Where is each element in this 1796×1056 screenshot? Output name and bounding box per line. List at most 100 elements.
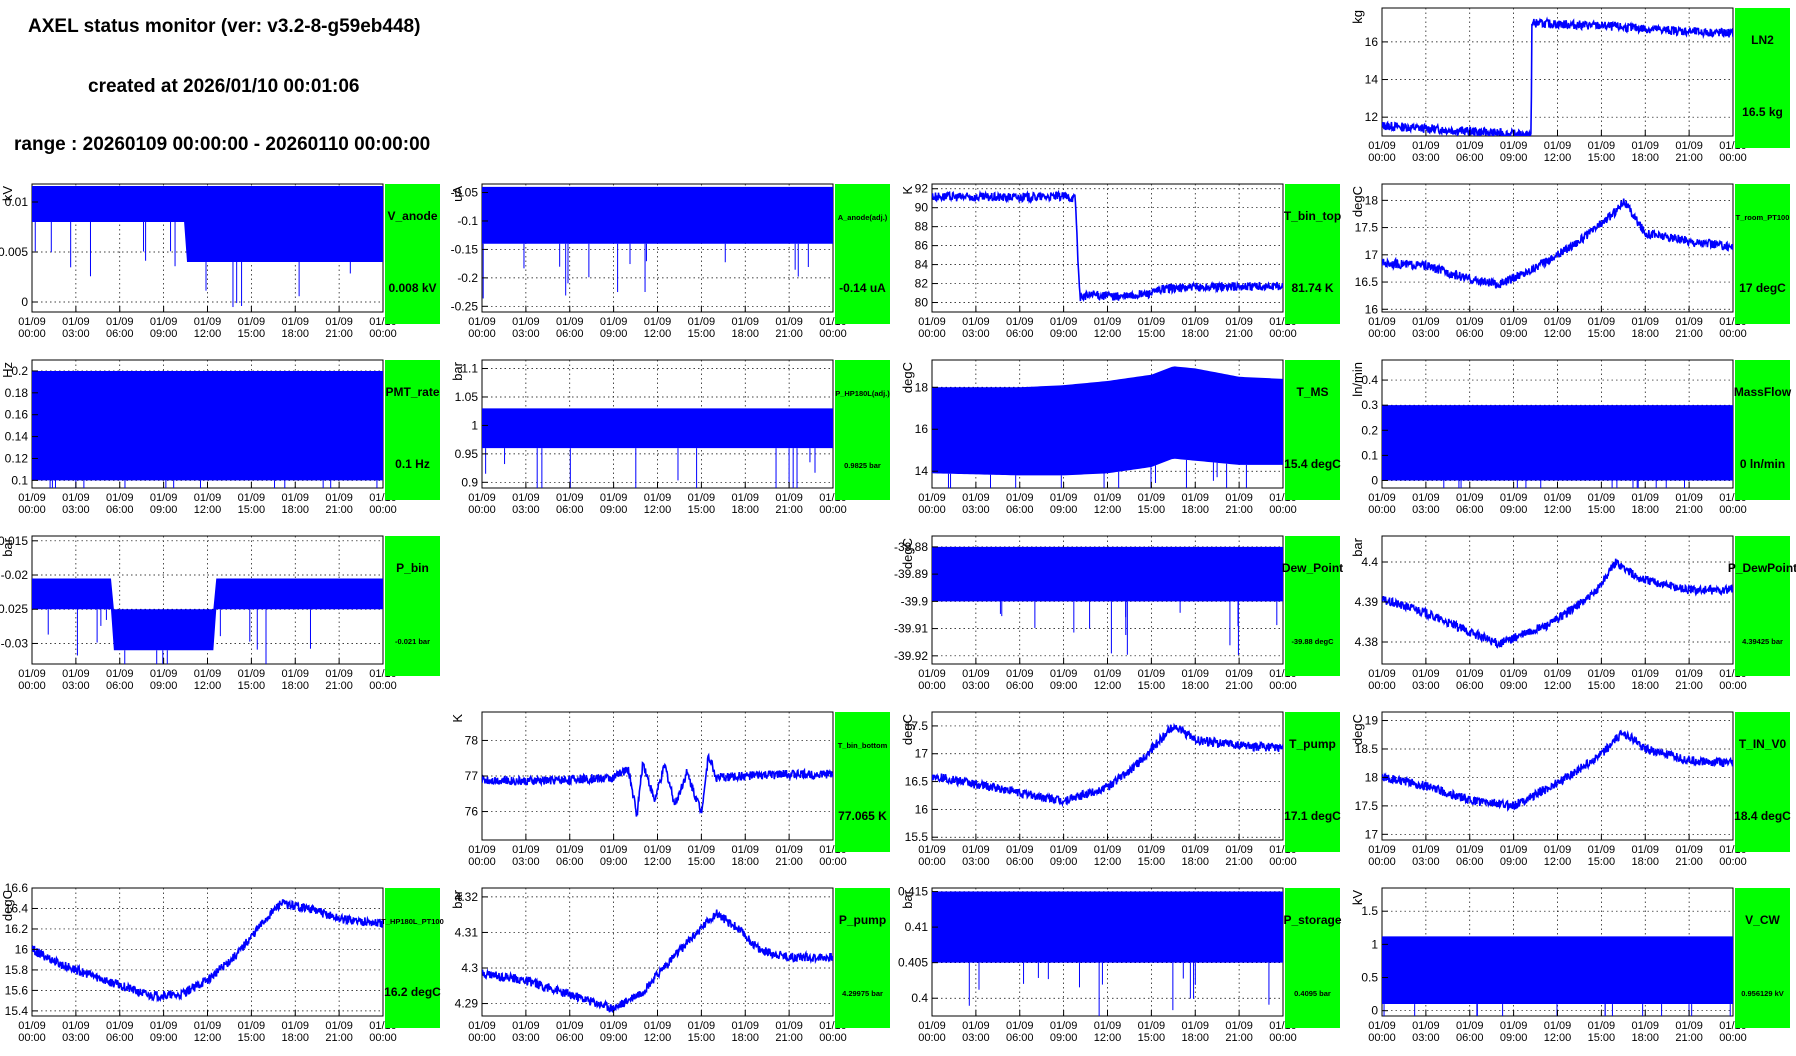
x-tick-date: 01/09: [238, 668, 266, 680]
x-tick-time: 00:00: [1719, 152, 1747, 164]
x-tick-date: 01/09: [1368, 1020, 1396, 1032]
sensor-value: -39.88 degC: [1291, 637, 1334, 646]
y-tick-label: 0.2: [11, 364, 28, 378]
sensor-value: 16.5 kg: [1742, 105, 1783, 119]
y-tick-label: 16.5: [1355, 275, 1379, 289]
sensor-name: A_anode(adj.): [838, 213, 888, 222]
series-a-anode: [482, 186, 833, 299]
x-tick-date: 01/09: [325, 316, 353, 328]
x-tick-time: 00:00: [18, 328, 46, 340]
x-tick-date: 01/09: [281, 316, 309, 328]
label-box: [1735, 888, 1790, 1028]
x-tick-time: 18:00: [1181, 856, 1209, 868]
x-tick-date: 01/09: [1181, 1020, 1209, 1032]
sensor-name: T_MS: [1296, 385, 1328, 399]
y-tick-label: 18: [1365, 770, 1379, 784]
line-t-bin-top: [932, 189, 1283, 303]
band-a-anode: [482, 186, 833, 244]
x-tick-date: 01/09: [1544, 316, 1572, 328]
x-tick-time: 00:00: [1269, 680, 1297, 692]
x-tick-time: 12:00: [644, 504, 672, 516]
x-tick-date: 01/09: [106, 492, 134, 504]
x-tick-time: 06:00: [556, 856, 584, 868]
y-tick-label: 0.5: [1361, 971, 1378, 985]
x-tick-time: 15:00: [238, 1032, 266, 1044]
y-tick-label: 16: [1365, 302, 1379, 316]
x-tick-time: 15:00: [1138, 856, 1166, 868]
x-tick-date: 01/09: [1006, 1020, 1034, 1032]
x-tick-time: 06:00: [1006, 504, 1034, 516]
x-tick-date: 01/09: [1050, 1020, 1078, 1032]
sensor-name: PMT_rate: [385, 385, 439, 399]
panel-t-pump: 15.51616.51717.501/0900:0001/0903:0001/0…: [900, 711, 1341, 868]
x-tick-date: 01/09: [150, 1020, 178, 1032]
x-tick-date: 01/09: [1456, 140, 1484, 152]
y-tick-label: 0.415: [898, 885, 928, 899]
y-tick-label: 12: [1365, 110, 1379, 124]
sensor-value: 77.065 K: [838, 809, 887, 823]
y-tick-label: 4.29: [455, 997, 479, 1011]
x-tick-time: 15:00: [238, 680, 266, 692]
x-tick-time: 18:00: [1181, 328, 1209, 340]
y-axis-unit: bar: [450, 361, 465, 380]
series-p-pump: [482, 909, 833, 1014]
sensor-name: T_HP180L_PT100: [381, 917, 444, 926]
x-tick-date: 01/09: [644, 844, 672, 856]
y-tick-label: 16: [915, 422, 929, 436]
label-box: [835, 888, 890, 1028]
y-tick-label: 16.6: [5, 881, 29, 895]
y-axis-unit: bar: [900, 889, 915, 908]
x-tick-time: 00:00: [1269, 1032, 1297, 1044]
x-tick-time: 15:00: [688, 328, 716, 340]
x-tick-time: 03:00: [1412, 328, 1440, 340]
y-axis-unit: degC: [900, 714, 915, 745]
x-tick-date: 01/09: [1500, 844, 1528, 856]
sensor-value: 18.4 degC: [1734, 809, 1791, 823]
panel-p-bin: -0.03-0.025-0.02-0.01501/0900:0001/0903:…: [0, 534, 440, 692]
x-tick-time: 06:00: [556, 1032, 584, 1044]
x-tick-date: 01/09: [1412, 844, 1440, 856]
x-tick-time: 21:00: [1675, 856, 1703, 868]
panel-t-room-pt100: 1616.51717.51801/0900:0001/0903:0001/090…: [1350, 183, 1790, 340]
x-tick-time: 18:00: [281, 504, 309, 516]
x-tick-date: 01/09: [468, 844, 496, 856]
x-tick-time: 03:00: [962, 328, 990, 340]
sensor-name: V_CW: [1745, 913, 1780, 927]
x-tick-date: 01/09: [918, 1020, 946, 1032]
x-tick-date: 01/09: [1006, 668, 1034, 680]
x-tick-time: 00:00: [1719, 1032, 1747, 1044]
y-tick-label: 0: [21, 295, 28, 309]
x-tick-time: 12:00: [194, 328, 222, 340]
x-tick-date: 01/09: [18, 492, 46, 504]
series-ln2: [1382, 16, 1733, 136]
y-tick-label: -0.025: [0, 602, 28, 616]
y-axis-unit: degC: [0, 890, 15, 921]
band-pmt-rate: [32, 370, 383, 481]
x-tick-date: 01/09: [468, 316, 496, 328]
x-tick-time: 06:00: [1006, 1032, 1034, 1044]
x-tick-date: 01/09: [600, 844, 628, 856]
series-p-storage: [932, 891, 1283, 1016]
label-box: [1735, 536, 1790, 676]
panel-massflow: 00.10.20.30.401/0900:0001/0903:0001/0906…: [1350, 359, 1792, 516]
y-tick-label: 18.5: [1355, 742, 1379, 756]
label-box: [1735, 8, 1790, 148]
series-t-in-v0: [1382, 729, 1733, 812]
x-tick-time: 03:00: [62, 504, 90, 516]
x-tick-date: 01/09: [1225, 316, 1253, 328]
x-tick-date: 01/09: [1006, 316, 1034, 328]
y-axis-unit: K: [900, 186, 915, 195]
x-tick-date: 01/09: [962, 668, 990, 680]
y-tick-label: 1: [471, 418, 478, 432]
x-tick-date: 01/09: [1225, 844, 1253, 856]
x-tick-time: 18:00: [731, 328, 759, 340]
x-tick-time: 15:00: [1588, 856, 1616, 868]
x-tick-time: 18:00: [1631, 1032, 1659, 1044]
x-tick-time: 00:00: [468, 1032, 496, 1044]
x-tick-time: 06:00: [1006, 856, 1034, 868]
y-tick-label: 4.31: [455, 925, 479, 939]
band-p-storage: [932, 891, 1283, 963]
y-tick-label: 1.1: [461, 362, 478, 376]
x-tick-time: 00:00: [918, 1032, 946, 1044]
x-tick-date: 01/09: [731, 1020, 759, 1032]
